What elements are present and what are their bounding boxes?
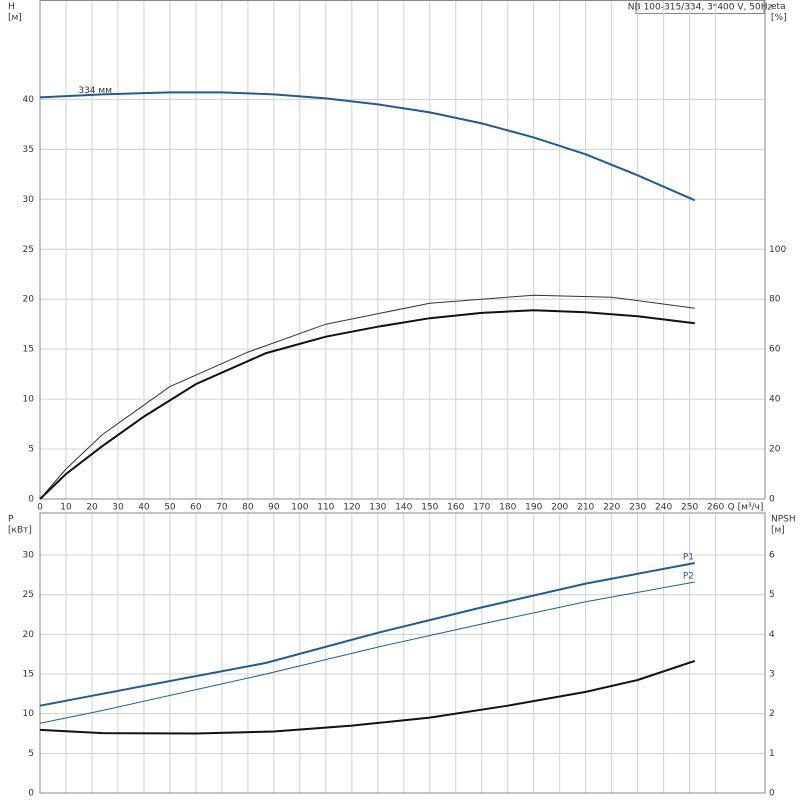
x-tick-label: 70 — [216, 503, 228, 513]
x-tick-label: 90 — [268, 503, 280, 513]
y-tick-label: 5 — [28, 445, 34, 455]
header: NB 100-315/334, 3*400 V, 50Hz — [628, 3, 773, 13]
y2-tick-label: 80 — [769, 295, 781, 305]
y-axis-label: P — [8, 515, 14, 525]
series-label: P1 — [683, 552, 694, 562]
x-tick-label: 140 — [395, 503, 412, 513]
plot-frame — [39, 512, 766, 794]
x-tick-label: 150 — [421, 503, 438, 513]
x-tick-label: 100 — [291, 503, 308, 513]
x-tick-label: 240 — [655, 503, 672, 513]
y2-tick-label: 2 — [769, 709, 775, 719]
y2-tick-label: 0 — [769, 495, 775, 505]
y-tick-label: 30 — [23, 195, 35, 205]
x-tick-label: 20 — [86, 503, 98, 513]
x-tick-label: 200 — [551, 503, 568, 513]
series-label: 334 мм — [78, 86, 112, 96]
x-tick-label: 210 — [577, 503, 594, 513]
y-tick-label: 20 — [23, 295, 35, 305]
x-tick-label: 250 — [681, 503, 698, 513]
x-tick-label: 170 — [473, 503, 490, 513]
y2-tick-label: 20 — [769, 445, 781, 455]
y2-tick-label: 60 — [769, 345, 781, 355]
x-tick-label: 260 — [707, 503, 724, 513]
y-tick-label: 5 — [28, 749, 34, 759]
y-tick-label: 15 — [23, 670, 34, 680]
y-tick-label: 10 — [23, 395, 35, 405]
y2-tick-label: 4 — [769, 630, 775, 640]
series-line — [39, 581, 695, 724]
series-line — [39, 309, 695, 500]
x-tick-label: 190 — [525, 503, 542, 513]
series-label: P2 — [683, 572, 694, 582]
y-tick-label: 0 — [28, 495, 34, 505]
y2-axis-label: [%] — [771, 13, 787, 23]
y2-axis-label: [м] — [771, 526, 785, 536]
y-axis-label: H — [8, 2, 15, 12]
x-tick-label: 30 — [112, 503, 124, 513]
y-tick-label: 10 — [23, 709, 35, 719]
y2-tick-label: 3 — [769, 670, 775, 680]
x-tick-label: 40 — [138, 503, 150, 513]
y-axis-label: [м] — [8, 13, 22, 23]
y-tick-label: 40 — [23, 95, 35, 105]
y2-tick-label: 0 — [769, 789, 775, 799]
y-tick-label: 25 — [23, 590, 34, 600]
y-axis-label: [кВт] — [8, 526, 32, 536]
y2-tick-label: 6 — [769, 551, 775, 561]
y-tick-label: 25 — [23, 245, 34, 255]
series-line — [39, 294, 695, 500]
x-tick-label: 60 — [190, 503, 202, 513]
x-tick-label: 220 — [603, 503, 620, 513]
y-tick-label: 20 — [23, 630, 35, 640]
x-tick-label: 230 — [629, 503, 646, 513]
series-line — [39, 562, 695, 707]
x-tick-label: 120 — [343, 503, 360, 513]
x-tick-label: 160 — [447, 503, 464, 513]
series-line — [39, 91, 696, 202]
y2-axis-label: eta — [771, 2, 786, 12]
series-line — [39, 659, 696, 735]
x-tick-label: 130 — [369, 503, 386, 513]
x-tick-label: 180 — [499, 503, 516, 513]
y2-tick-label: 40 — [769, 395, 781, 405]
y-tick-label: 0 — [28, 789, 34, 799]
plot-frame — [39, 0, 766, 500]
y2-tick-label: 100 — [769, 245, 786, 255]
x-tick-label: 110 — [317, 503, 334, 513]
y-tick-label: 15 — [23, 345, 34, 355]
y2-tick-label: 1 — [769, 749, 775, 759]
y2-axis-label: NPSH — [771, 515, 796, 525]
y-tick-label: 35 — [23, 145, 34, 155]
x-tick-label: 80 — [242, 503, 254, 513]
x-tick-label: 50 — [164, 503, 176, 513]
y-tick-label: 30 — [23, 551, 35, 561]
x-axis-label: Q [м³/ч] — [728, 503, 764, 513]
x-tick-label: 10 — [60, 503, 72, 513]
y2-tick-label: 5 — [769, 590, 775, 600]
x-tick-label: 0 — [37, 503, 43, 513]
